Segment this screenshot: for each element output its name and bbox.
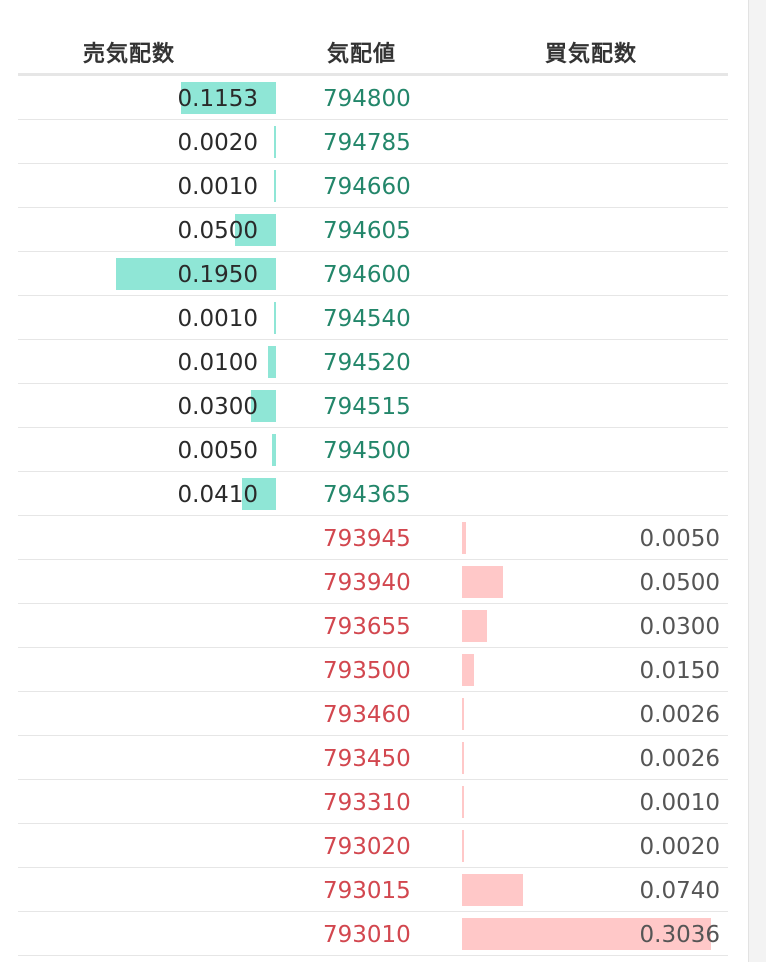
bid-row[interactable]: 793460 0.0026: [18, 692, 728, 736]
bid-quantity: 0.0300: [639, 614, 720, 640]
bid-depth-bar: [462, 742, 464, 774]
ask-depth-bar: [274, 126, 276, 158]
ask-quantity: 0.0410: [177, 482, 258, 508]
ask-row[interactable]: 0.1153 794800: [18, 76, 728, 120]
bid-quantity: 0.0150: [639, 658, 720, 684]
bid-row[interactable]: 793500 0.0150: [18, 648, 728, 692]
ask-row[interactable]: 0.1950 794600: [18, 252, 728, 296]
ask-quantity: 0.0050: [177, 438, 258, 464]
bid-price: 793460: [323, 702, 411, 728]
bid-depth-bar: [462, 610, 487, 642]
ask-price: 794520: [323, 350, 411, 376]
bid-row[interactable]: 793655 0.0300: [18, 604, 728, 648]
ask-row[interactable]: 0.0500 794605: [18, 208, 728, 252]
bid-row[interactable]: 793010 0.3036: [18, 912, 728, 956]
bid-row[interactable]: 793015 0.0740: [18, 868, 728, 912]
ask-quantity: 0.0010: [177, 306, 258, 332]
ask-depth-bar: [272, 434, 276, 466]
bid-quantity: 0.0020: [639, 834, 720, 860]
bid-price: 793015: [323, 878, 411, 904]
bid-quantity: 0.3036: [639, 922, 720, 948]
ask-quantity: 0.0020: [177, 130, 258, 156]
order-book-header: 売気配数 気配値 買気配数: [18, 0, 728, 76]
ask-quantity: 0.1153: [177, 86, 258, 112]
bid-price: 793010: [323, 922, 411, 948]
ask-depth-bar: [268, 346, 276, 378]
ask-quantity: 0.0500: [177, 218, 258, 244]
ask-row[interactable]: 0.0100 794520: [18, 340, 728, 384]
bid-price: 793020: [323, 834, 411, 860]
ask-quantity: 0.0300: [177, 394, 258, 420]
ask-depth-bar: [274, 302, 276, 334]
ask-price: 794785: [323, 130, 411, 156]
ask-quantity-header: 売気配数: [83, 42, 176, 67]
bid-depth-bar: [462, 874, 523, 906]
bid-row[interactable]: 793310 0.0010: [18, 780, 728, 824]
ask-row[interactable]: 0.0410 794365: [18, 472, 728, 516]
ask-row[interactable]: 0.0050 794500: [18, 428, 728, 472]
ask-price: 794600: [323, 262, 411, 288]
ask-depth-bar: [242, 478, 276, 510]
bid-depth-bar: [462, 786, 464, 818]
bid-price: 793655: [323, 614, 411, 640]
bid-quantity: 0.0500: [639, 570, 720, 596]
ask-price: 794660: [323, 174, 411, 200]
ask-quantity: 0.0010: [177, 174, 258, 200]
ask-row[interactable]: 0.0020 794785: [18, 120, 728, 164]
bid-row[interactable]: 793940 0.0500: [18, 560, 728, 604]
ask-quantity: 0.1950: [177, 262, 258, 288]
bid-depth-bar: [462, 698, 464, 730]
bid-price: 793500: [323, 658, 411, 684]
ask-price: 794800: [323, 86, 411, 112]
bid-quantity-header: 買気配数: [545, 42, 638, 67]
bid-depth-bar: [462, 830, 464, 862]
ask-row[interactable]: 0.0010 794660: [18, 164, 728, 208]
ask-depth-bar: [274, 170, 276, 202]
scrollbar[interactable]: [748, 0, 766, 962]
bid-row[interactable]: 793020 0.0020: [18, 824, 728, 868]
order-book: 売気配数 気配値 買気配数 0.1153 794800 0.0020 794785 0.…: [18, 0, 728, 956]
bid-quantity: 0.0010: [639, 790, 720, 816]
ask-row[interactable]: 0.0300 794515: [18, 384, 728, 428]
bid-price: 793945: [323, 526, 411, 552]
bid-price: 793310: [323, 790, 411, 816]
bid-depth-bar: [462, 654, 474, 686]
bid-depth-bar: [462, 522, 466, 554]
ask-depth-bar: [116, 258, 276, 290]
order-book-rows: 0.1153 794800 0.0020 794785 0.0010 794660 0.05…: [18, 76, 728, 956]
ask-price: 794540: [323, 306, 411, 332]
ask-price: 794365: [323, 482, 411, 508]
bid-row[interactable]: 793450 0.0026: [18, 736, 728, 780]
bid-quantity: 0.0026: [639, 702, 720, 728]
ask-price: 794515: [323, 394, 411, 420]
ask-depth-bar: [251, 390, 276, 422]
ask-quantity: 0.0100: [177, 350, 258, 376]
bid-depth-bar: [462, 566, 503, 598]
bid-price: 793450: [323, 746, 411, 772]
ask-price: 794500: [323, 438, 411, 464]
bid-quantity: 0.0740: [639, 878, 720, 904]
ask-depth-bar: [235, 214, 276, 246]
ask-row[interactable]: 0.0010 794540: [18, 296, 728, 340]
bid-row[interactable]: 793945 0.0050: [18, 516, 728, 560]
bid-depth-bar: [462, 918, 711, 950]
ask-price: 794605: [323, 218, 411, 244]
bid-price: 793940: [323, 570, 411, 596]
price-header: 気配値: [327, 42, 397, 67]
ask-depth-bar: [181, 82, 276, 114]
bid-quantity: 0.0050: [639, 526, 720, 552]
bid-quantity: 0.0026: [639, 746, 720, 772]
